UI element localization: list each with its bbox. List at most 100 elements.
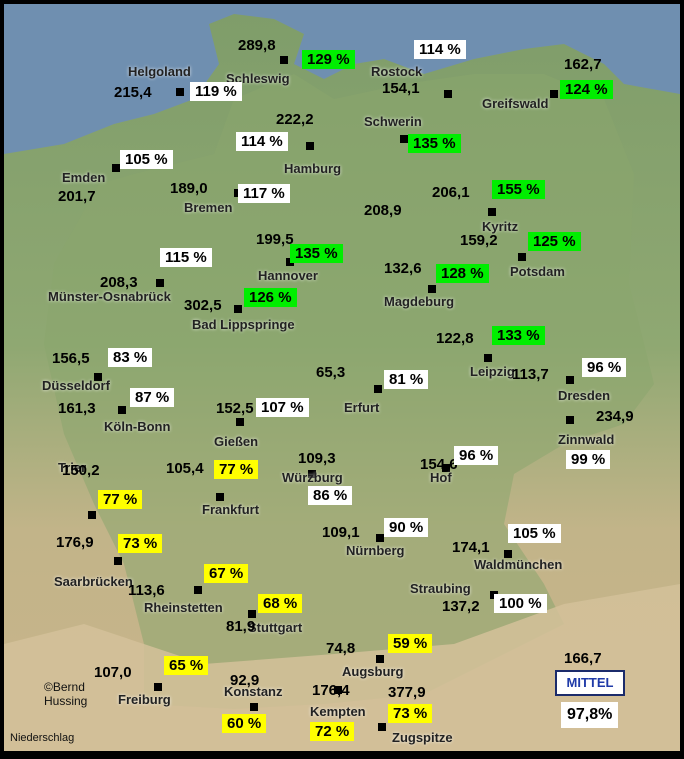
- station-percent-magdeburg: 128 %: [436, 264, 489, 283]
- station-name-gießen: Gießen: [214, 434, 259, 449]
- station-name-waldmünchen: Waldmünchen: [474, 557, 563, 572]
- station-percent-straubing: 100 %: [494, 594, 547, 613]
- station-amount-stuttgart: 81,9: [226, 618, 256, 635]
- station-amount-hannover: 199,5: [256, 231, 294, 248]
- station-percent-nürnberg: 90 %: [384, 518, 429, 537]
- station-amount-kyritz: 206,1: [432, 184, 470, 201]
- mean-amount: 166,7: [564, 650, 602, 667]
- station-amount-gießen: 152,5: [216, 400, 254, 417]
- station-marker-freiburg: [154, 683, 162, 691]
- station-marker-waldmünchen: [504, 550, 512, 558]
- station-marker-augsburg: [376, 655, 384, 663]
- station-amount-trier: 150,2: [62, 462, 100, 479]
- station-percent-zinnwald: 99 %: [566, 450, 611, 469]
- station-marker-trier: [88, 511, 96, 519]
- station-marker-bad-lippspringe: [234, 305, 242, 313]
- station-name-konstanz: Konstanz: [224, 684, 283, 699]
- station-marker-schwerin: [400, 135, 408, 143]
- germany-area: [44, 74, 654, 709]
- station-marker-köln-bonn: [118, 406, 126, 414]
- station-amount-schwerin: 208,9: [364, 202, 402, 219]
- station-amount-münster-osnabrück: 208,3: [100, 274, 138, 291]
- station-marker-münster-osnabrück: [156, 279, 164, 287]
- station-name-stuttgart: Stuttgart: [248, 620, 303, 635]
- station-name-zinnwald: Zinnwald: [558, 432, 615, 447]
- station-amount-rheinstetten: 113,6: [128, 582, 165, 599]
- station-amount-dresden: 113,7: [512, 366, 549, 383]
- station-percent-helgoland: 119 %: [190, 82, 242, 101]
- station-name-emden: Emden: [62, 170, 106, 185]
- station-marker-saarbrücken: [114, 557, 122, 565]
- station-name-rostock: Rostock: [371, 64, 423, 79]
- station-percent-schleswig: 129 %: [302, 50, 355, 69]
- station-percent-bremen: 117 %: [238, 184, 290, 203]
- station-amount-bremen: 189,0: [170, 180, 208, 197]
- station-percent-emden: 105 %: [120, 150, 173, 169]
- station-marker-schleswig: [280, 56, 288, 64]
- station-marker-dresden: [566, 376, 574, 384]
- station-amount-saarbrücken: 176,9: [56, 534, 94, 551]
- station-percent-kempten: 72 %: [310, 722, 355, 741]
- station-name-augsburg: Augsburg: [342, 664, 404, 679]
- station-amount-düsseldorf: 156,5: [52, 350, 90, 367]
- station-name-hamburg: Hamburg: [284, 161, 342, 176]
- map-label: Niederschlag: [10, 732, 75, 744]
- station-marker-kempten: [334, 686, 342, 694]
- station-amount-augsburg: 74,8: [326, 640, 356, 657]
- station-marker-gießen: [236, 418, 244, 426]
- station-amount-nürnberg: 109,1: [322, 524, 360, 541]
- station-marker-hof: [442, 464, 450, 472]
- station-name-saarbrücken: Saarbrücken: [54, 574, 133, 589]
- copyright-note: ©Bernd Hussing: [44, 680, 88, 708]
- station-percent-konstanz: 60 %: [222, 714, 267, 733]
- station-marker-emden: [112, 164, 120, 172]
- station-amount-hamburg: 222,2: [276, 111, 314, 128]
- station-amount-magdeburg: 132,6: [384, 260, 422, 277]
- station-amount-schleswig: 289,8: [238, 37, 276, 54]
- station-name-schwerin: Schwerin: [364, 114, 422, 129]
- station-marker-nürnberg: [376, 534, 384, 542]
- station-percent-düsseldorf: 83 %: [108, 348, 153, 367]
- station-amount-bad-lippspringe: 302,5: [184, 297, 222, 314]
- station-name-bremen: Bremen: [184, 200, 233, 215]
- station-name-erfurt: Erfurt: [344, 400, 380, 415]
- station-marker-zinnwald: [566, 416, 574, 424]
- station-marker-düsseldorf: [94, 373, 102, 381]
- station-amount-konstanz: 92,9: [230, 672, 260, 689]
- station-name-trier: Trier: [58, 460, 87, 475]
- legend-box: MITTEL: [555, 670, 625, 696]
- station-percent-hof: 96 %: [454, 446, 499, 465]
- station-name-nürnberg: Nürnberg: [346, 543, 405, 558]
- station-amount-waldmünchen: 174,1: [452, 539, 490, 556]
- station-percent-schwerin: 135 %: [408, 134, 461, 153]
- station-percent-leipzig: 133 %: [492, 326, 545, 345]
- station-marker-hamburg: [306, 142, 314, 150]
- station-amount-straubing: 137,2: [442, 598, 480, 615]
- station-percent-waldmünchen: 105 %: [508, 524, 561, 543]
- station-marker-rheinstetten: [194, 586, 202, 594]
- station-marker-frankfurt: [216, 493, 224, 501]
- station-name-rheinstetten: Rheinstetten: [144, 600, 223, 615]
- station-name-straubing: Straubing: [410, 581, 471, 596]
- station-name-magdeburg: Magdeburg: [384, 294, 455, 309]
- station-name-kyritz: Kyritz: [482, 219, 519, 234]
- station-amount-zugspitze: 377,9: [388, 684, 426, 701]
- alps-area: [4, 584, 680, 751]
- station-amount-freiburg: 107,0: [94, 664, 132, 681]
- station-percent-hannover: 135 %: [290, 244, 343, 263]
- station-amount-kempten: 176,4: [312, 682, 350, 699]
- station-amount-zinnwald: 234,9: [596, 408, 634, 425]
- station-amount-erfurt: 65,3: [316, 364, 346, 381]
- station-name-greifswald: Greifswald: [482, 96, 549, 111]
- station-amount-frankfurt: 105,4: [166, 460, 204, 477]
- station-percent-köln-bonn: 87 %: [130, 388, 175, 407]
- station-percent-würzburg: 86 %: [308, 486, 353, 505]
- station-amount-hof: 154,6: [420, 456, 458, 473]
- station-amount-emden: 201,7: [58, 188, 96, 205]
- station-marker-potsdam: [518, 253, 526, 261]
- station-percent-münster-osnabrück: 115 %: [160, 248, 212, 267]
- station-amount-würzburg: 109,3: [298, 450, 336, 467]
- station-name-freiburg: Freiburg: [118, 692, 171, 707]
- station-percent-saarbrücken: 73 %: [118, 534, 163, 553]
- station-percent-hamburg: 114 %: [236, 132, 288, 151]
